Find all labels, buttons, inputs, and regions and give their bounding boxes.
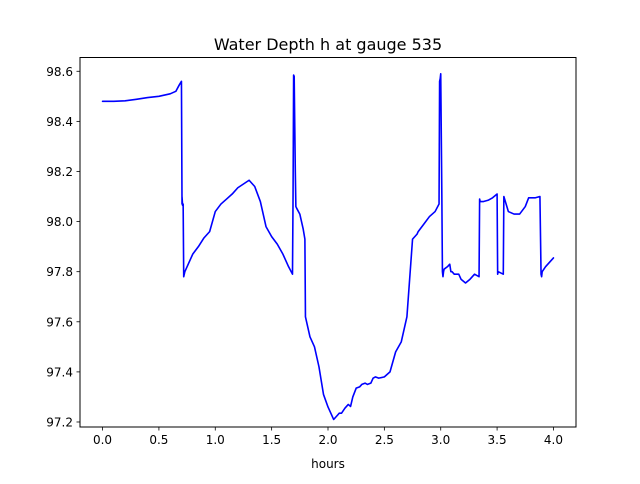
chart-title: Water Depth h at gauge 535 (214, 35, 442, 54)
y-tick-label: 98.4 (46, 115, 73, 129)
y-axis: 97.2 97.4 97.6 97.8 98.0 98.2 98.4 98.6 (46, 65, 80, 429)
y-tick-label: 98.2 (46, 165, 73, 179)
y-tick-label: 98.0 (46, 215, 73, 229)
x-tick-label: 1.5 (262, 433, 281, 447)
y-tick-label: 97.2 (46, 415, 73, 429)
x-tick-label: 0.5 (149, 433, 168, 447)
x-axis-label: hours (311, 457, 345, 471)
x-tick-label: 3.0 (431, 433, 450, 447)
x-tick-label: 4.0 (544, 433, 563, 447)
x-tick-label: 2.5 (375, 433, 394, 447)
y-tick-label: 97.8 (46, 265, 73, 279)
x-tick-label: 1.0 (206, 433, 225, 447)
x-tick-label: 0.0 (93, 433, 112, 447)
x-axis: 0.0 0.5 1.0 1.5 2.0 2.5 3.0 3.5 4.0 (93, 427, 563, 447)
y-tick-label: 97.6 (46, 315, 73, 329)
y-tick-label: 97.4 (46, 365, 73, 379)
y-tick-label: 98.6 (46, 65, 73, 79)
x-tick-label: 3.5 (488, 433, 507, 447)
series-line (101, 72, 555, 421)
plot-frame (79, 57, 577, 428)
x-tick-label: 2.0 (318, 433, 337, 447)
plot-area (101, 72, 555, 421)
